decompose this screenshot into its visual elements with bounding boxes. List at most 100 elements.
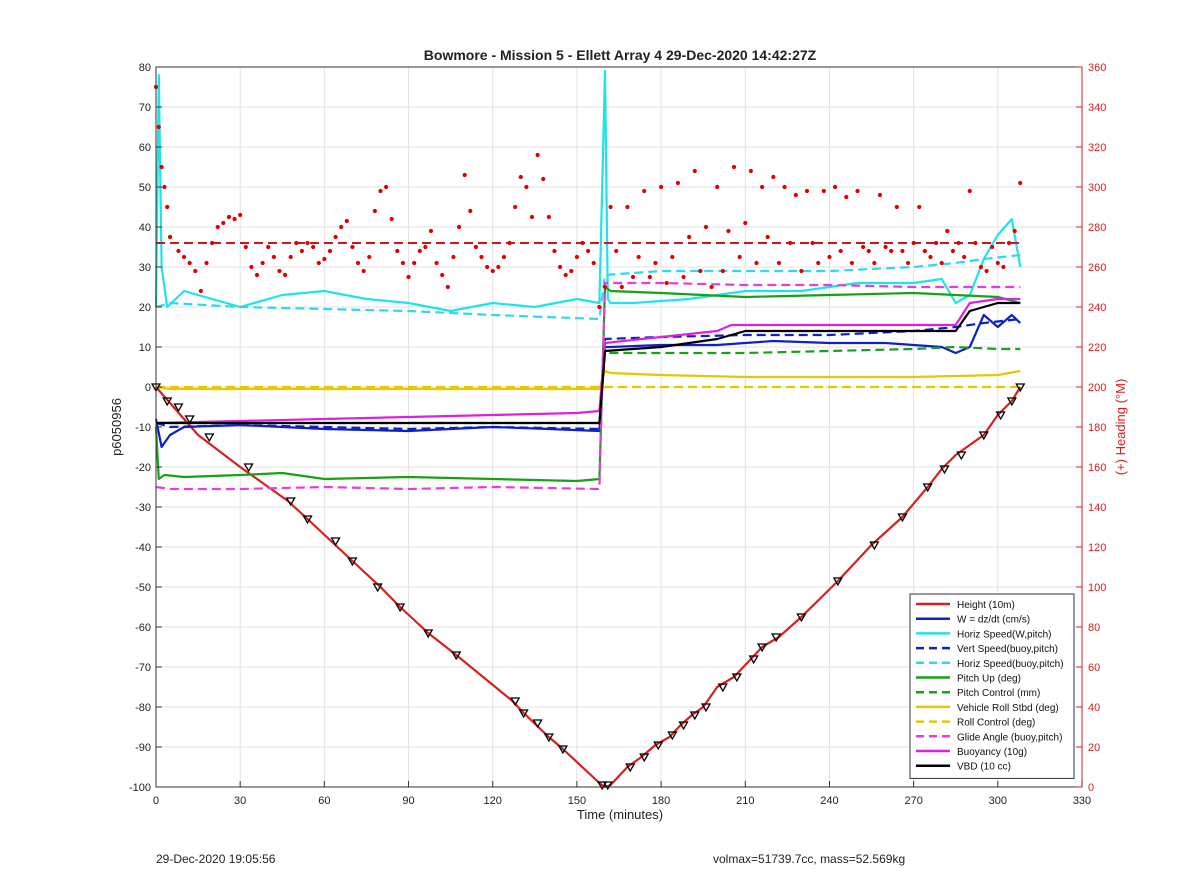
- heading-point: [956, 240, 961, 246]
- heading-point: [619, 284, 624, 290]
- legend-label: W = dz/dt (cm/s): [957, 615, 1030, 626]
- legend-label: Horiz Speed(W,pitch): [957, 629, 1051, 640]
- y-tick-label-right: 40: [1088, 702, 1100, 714]
- heading-point: [788, 240, 793, 246]
- heading-point: [462, 172, 467, 178]
- track-marker: [625, 763, 636, 773]
- heading-point: [586, 248, 591, 254]
- heading-point: [479, 254, 484, 260]
- heading-point: [546, 214, 551, 220]
- heading-point: [591, 260, 596, 266]
- footer-timestamp: 29-Dec-2020 19:05:56: [156, 852, 276, 866]
- y-tick-label-right: 260: [1088, 262, 1106, 274]
- heading-point: [574, 254, 580, 260]
- heading-point: [760, 184, 765, 190]
- heading-point: [210, 240, 215, 246]
- track-marker: [667, 731, 678, 741]
- track-marker: [285, 497, 296, 507]
- track-marker: [700, 703, 712, 713]
- heading-point: [642, 188, 647, 194]
- heading-point: [973, 240, 978, 246]
- heading-point: [327, 248, 333, 254]
- heading-point: [922, 248, 927, 254]
- heading-point: [552, 248, 557, 254]
- heading-point: [277, 268, 282, 274]
- heading-point: [485, 264, 490, 270]
- y-tick-label-right: 200: [1088, 382, 1106, 394]
- x-tick-label: 150: [568, 795, 586, 807]
- legend-label: Glide Angle (buoy,pitch): [957, 732, 1062, 743]
- y-axis-label-left: p6050956: [109, 398, 124, 456]
- heading-point: [821, 188, 826, 194]
- heading-point: [630, 274, 636, 280]
- x-axis-label: Time (minutes): [577, 807, 663, 822]
- y-tick-label-left: 30: [139, 262, 151, 274]
- heading-point: [911, 240, 916, 246]
- heading-point: [322, 256, 327, 262]
- x-tick-label: 300: [989, 795, 1007, 807]
- heading-point: [159, 164, 164, 170]
- heading-point: [260, 260, 265, 266]
- heading-point: [799, 268, 804, 274]
- heading-point: [978, 264, 984, 270]
- heading-point: [889, 248, 894, 254]
- heading-point: [288, 254, 293, 260]
- x-tick-label: 90: [402, 795, 414, 807]
- y-tick-label-right: 300: [1088, 182, 1106, 194]
- y-tick-label-left: -90: [135, 742, 151, 754]
- heading-point: [703, 224, 709, 230]
- heading-point: [417, 248, 422, 254]
- track-marker: [717, 683, 728, 693]
- heading-point: [625, 204, 630, 210]
- y-tick-label-right: 180: [1088, 422, 1106, 434]
- track-marker: [869, 541, 880, 551]
- series-line: [154, 69, 1022, 313]
- y-tick-label-left: -80: [135, 702, 151, 714]
- heading-point: [636, 254, 641, 260]
- heading-point: [451, 254, 456, 260]
- track-marker: [939, 465, 950, 475]
- heading-point: [894, 204, 899, 210]
- legend-label: Pitch Up (deg): [957, 674, 1021, 685]
- heading-point: [726, 228, 731, 234]
- chart-title: Bowmore - Mission 5 - Ellett Array 4 29-…: [424, 47, 817, 63]
- x-tick-label: 60: [318, 795, 330, 807]
- y-tick-label-right: 80: [1088, 622, 1100, 634]
- heading-point: [962, 254, 967, 260]
- heading-point: [905, 260, 911, 266]
- heading-point: [456, 224, 462, 230]
- heading-point: [877, 192, 883, 198]
- heading-point: [311, 244, 316, 250]
- y-tick-label-left: -60: [135, 622, 151, 634]
- heading-point: [1001, 264, 1006, 270]
- track-marker: [423, 629, 434, 639]
- y-tick-label-right: 140: [1088, 502, 1106, 514]
- track-marker: [543, 733, 554, 743]
- heading-point: [271, 254, 276, 260]
- heading-point: [156, 124, 161, 130]
- y-tick-label-right: 340: [1088, 102, 1106, 114]
- heading-point: [967, 188, 972, 194]
- heading-point: [816, 260, 821, 266]
- heading-point: [367, 254, 372, 260]
- track-marker: [302, 515, 313, 525]
- x-tick-label: 120: [484, 795, 502, 807]
- track-marker: [756, 643, 768, 653]
- heading-point: [501, 254, 507, 260]
- y-axis-label-right: (+) Heading (°M): [1113, 379, 1128, 476]
- heading-point: [743, 220, 748, 226]
- heading-point: [771, 174, 776, 180]
- y-tick-label-left: 20: [139, 302, 151, 314]
- y-tick-label-right: 100: [1088, 582, 1106, 594]
- heading-point: [204, 260, 209, 266]
- heading-point: [737, 254, 742, 260]
- heading-point: [193, 268, 198, 274]
- heading-point: [316, 260, 321, 266]
- legend-box: [909, 593, 1075, 779]
- heading-point: [339, 224, 344, 230]
- x-tick-label: 270: [904, 795, 922, 807]
- y-tick-label-right: 360: [1088, 62, 1106, 74]
- track-marker: [372, 583, 383, 593]
- heading-point: [647, 274, 652, 280]
- heading-point: [861, 244, 866, 250]
